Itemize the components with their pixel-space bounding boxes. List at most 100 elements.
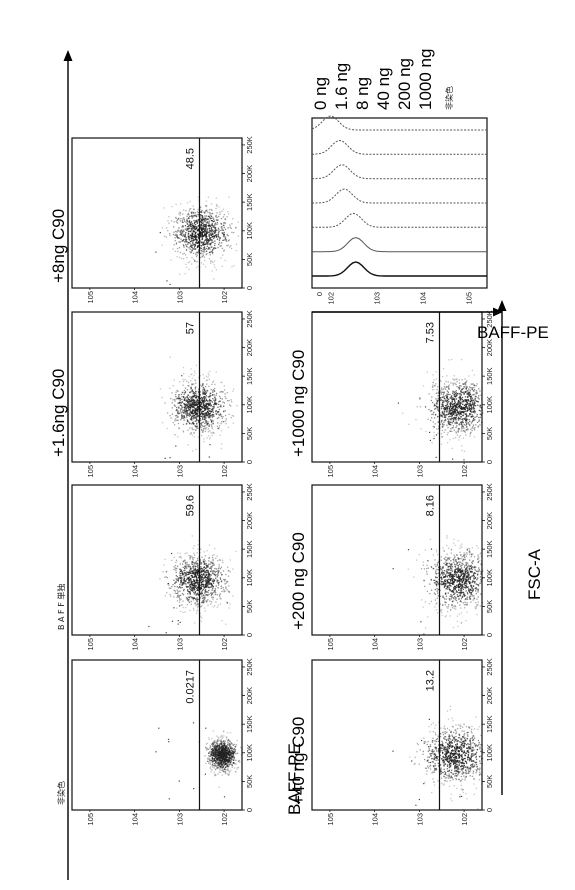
event-dot bbox=[226, 766, 227, 767]
event-dot bbox=[203, 251, 204, 252]
outlier-dot bbox=[419, 799, 420, 800]
event-dot bbox=[441, 612, 442, 613]
event-dot bbox=[459, 734, 460, 735]
event-dot bbox=[203, 247, 204, 248]
event-dot bbox=[174, 566, 175, 567]
event-dot bbox=[441, 783, 442, 784]
outlier-dot bbox=[222, 240, 223, 241]
event-dot bbox=[225, 396, 226, 397]
outlier-dot bbox=[467, 732, 468, 733]
event-dot bbox=[217, 422, 218, 423]
event-dot bbox=[177, 230, 178, 231]
event-dot bbox=[217, 575, 218, 576]
event-dot bbox=[232, 569, 233, 570]
event-dot bbox=[232, 750, 233, 751]
event-dot bbox=[209, 752, 210, 753]
event-dot bbox=[458, 755, 459, 756]
event-dot bbox=[208, 197, 209, 198]
event-dot bbox=[175, 394, 176, 395]
event-dot bbox=[235, 227, 236, 228]
event-dot bbox=[469, 760, 470, 761]
event-dot bbox=[192, 245, 193, 246]
event-dot bbox=[220, 223, 221, 224]
event-dot bbox=[191, 368, 192, 369]
event-dot bbox=[178, 227, 179, 228]
event-dot bbox=[204, 240, 205, 241]
event-dot bbox=[230, 748, 231, 749]
event-dot bbox=[457, 746, 458, 747]
event-dot bbox=[206, 384, 207, 385]
event-dot bbox=[193, 608, 194, 609]
event-dot bbox=[473, 595, 474, 596]
event-dot bbox=[189, 610, 190, 611]
event-dot bbox=[478, 571, 479, 572]
event-dot bbox=[176, 572, 177, 573]
event-dot bbox=[445, 731, 446, 732]
event-dot bbox=[204, 564, 205, 565]
y-tick-label: 104 bbox=[131, 291, 140, 304]
event-dot bbox=[433, 782, 434, 783]
event-dot bbox=[229, 743, 230, 744]
event-dot bbox=[174, 424, 175, 425]
event-dot bbox=[438, 595, 439, 596]
event-dot bbox=[216, 219, 217, 220]
event-dot bbox=[472, 753, 473, 754]
event-dot bbox=[227, 567, 228, 568]
event-dot bbox=[461, 763, 462, 764]
event-dot bbox=[189, 572, 190, 573]
event-dot bbox=[187, 586, 188, 587]
outlier-dot bbox=[411, 760, 412, 761]
event-dot bbox=[479, 726, 480, 727]
event-dot bbox=[202, 242, 203, 243]
event-dot bbox=[210, 586, 211, 587]
event-dot bbox=[206, 201, 207, 202]
event-dot bbox=[210, 393, 211, 394]
event-dot bbox=[188, 564, 189, 565]
event-dot bbox=[204, 401, 205, 402]
event-dot bbox=[233, 423, 234, 424]
event-dot bbox=[226, 764, 227, 765]
event-dot bbox=[192, 581, 193, 582]
event-dot bbox=[447, 710, 448, 711]
event-dot bbox=[435, 566, 436, 567]
event-dot bbox=[189, 415, 190, 416]
event-dot bbox=[204, 410, 205, 411]
event-dot bbox=[189, 261, 190, 262]
event-dot bbox=[464, 737, 465, 738]
event-dot bbox=[445, 751, 446, 752]
event-dot bbox=[198, 544, 199, 545]
event-dot bbox=[203, 264, 204, 265]
event-dot bbox=[203, 441, 204, 442]
event-dot bbox=[430, 755, 431, 756]
event-dot bbox=[227, 773, 228, 774]
event-dot bbox=[208, 584, 209, 585]
event-dot bbox=[194, 223, 195, 224]
event-dot bbox=[186, 216, 187, 217]
event-dot bbox=[176, 392, 177, 393]
event-dot bbox=[195, 232, 196, 233]
x-tick-label: 100K bbox=[245, 222, 254, 240]
event-dot bbox=[173, 580, 174, 581]
event-dot bbox=[227, 400, 228, 401]
event-dot bbox=[478, 740, 479, 741]
event-dot bbox=[208, 417, 209, 418]
event-dot bbox=[458, 757, 459, 758]
event-dot bbox=[226, 239, 227, 240]
event-dot bbox=[178, 591, 179, 592]
event-dot bbox=[453, 627, 454, 628]
event-dot bbox=[209, 411, 210, 412]
event-dot bbox=[456, 732, 457, 733]
event-dot bbox=[219, 409, 220, 410]
event-dot bbox=[191, 581, 192, 582]
event-dot bbox=[469, 740, 470, 741]
event-dot bbox=[184, 399, 185, 400]
event-dot bbox=[204, 423, 205, 424]
event-dot bbox=[217, 752, 218, 753]
event-dot bbox=[184, 560, 185, 561]
event-dot bbox=[416, 559, 417, 560]
event-dot bbox=[471, 732, 472, 733]
event-dot bbox=[209, 236, 210, 237]
event-dot bbox=[168, 585, 169, 586]
event-dot bbox=[441, 741, 442, 742]
event-dot bbox=[221, 762, 222, 763]
